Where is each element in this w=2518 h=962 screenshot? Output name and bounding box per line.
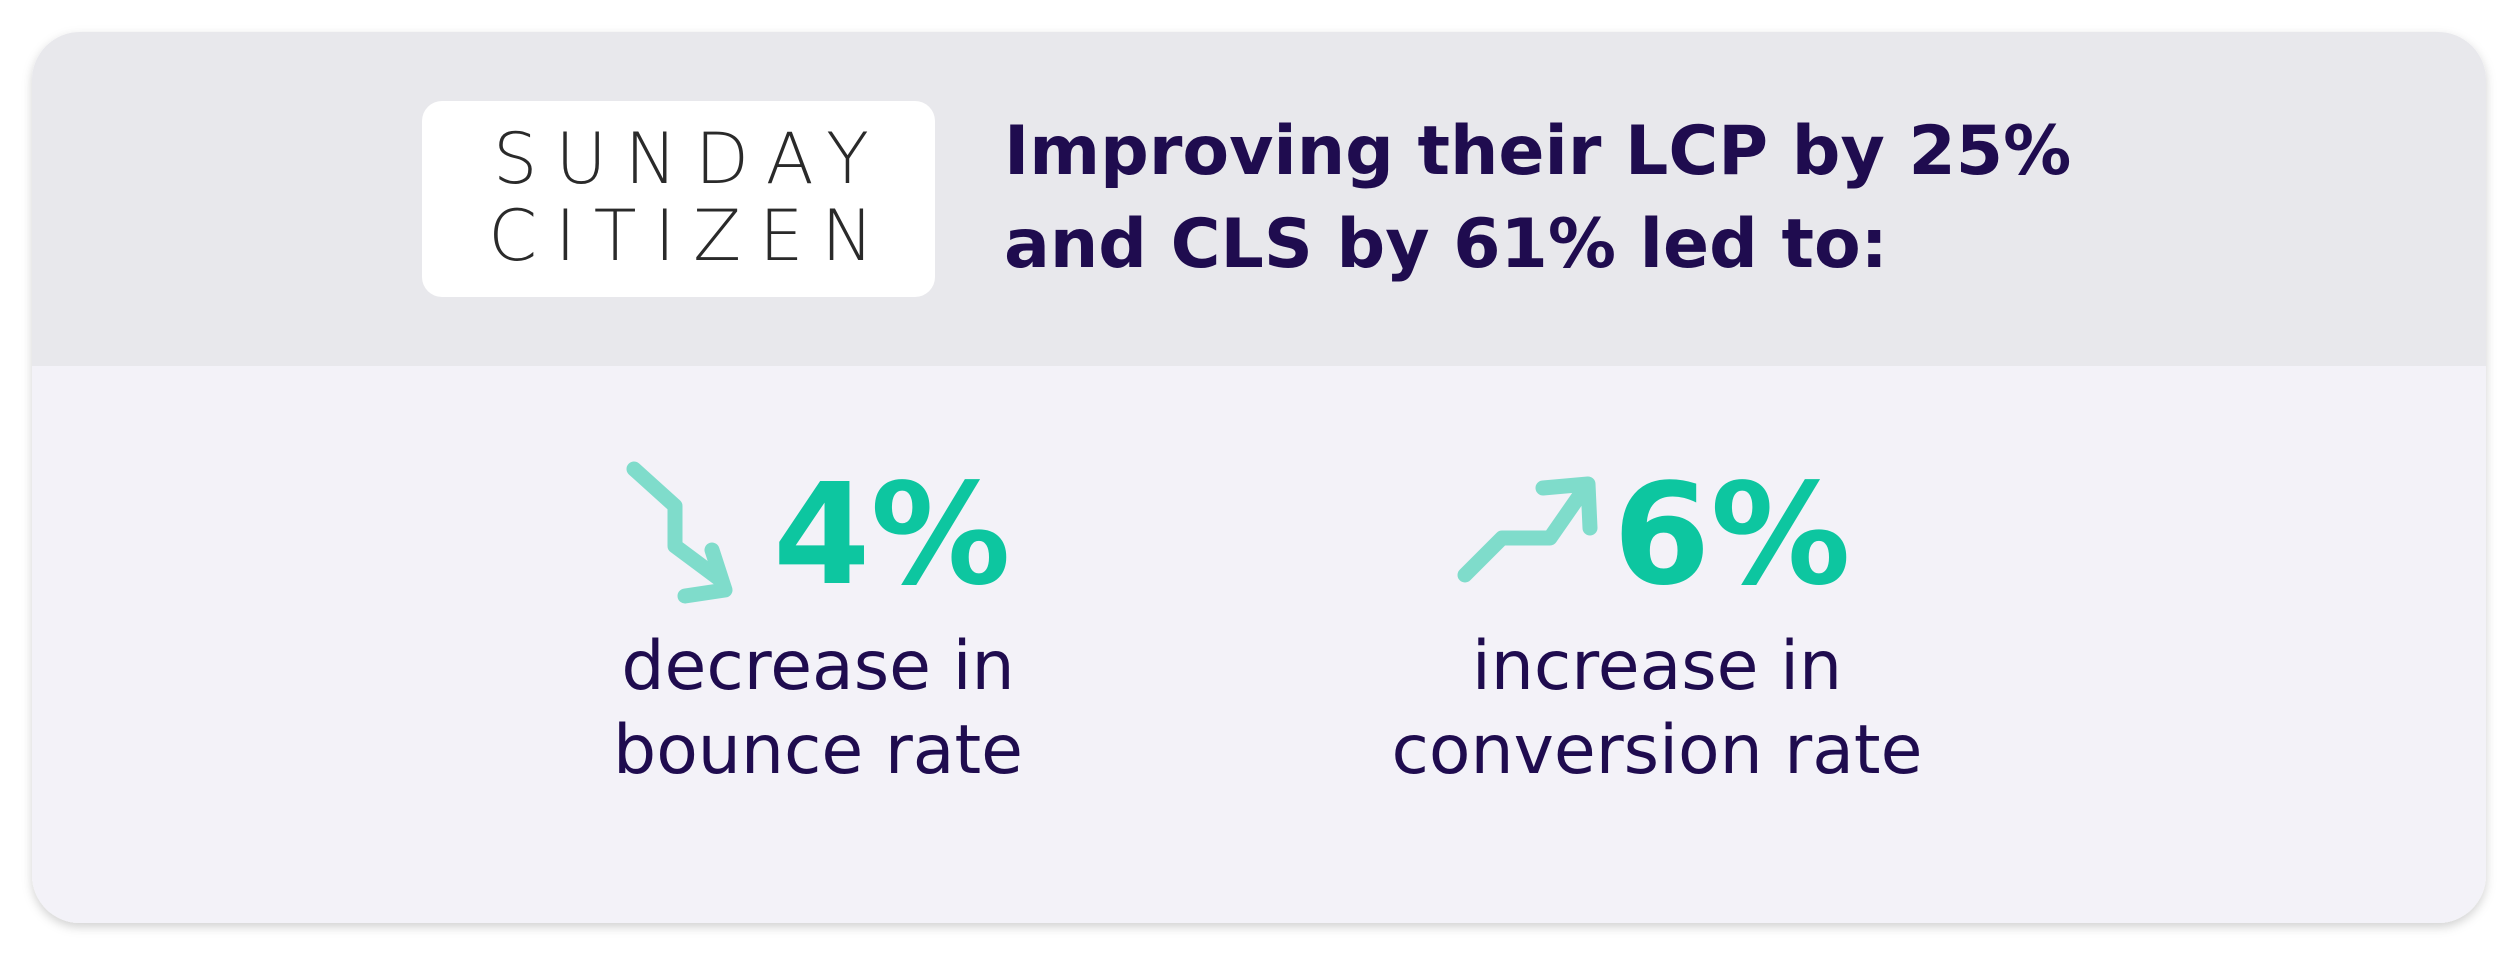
headline-line: and CLS by 61% led to: (1004, 205, 1888, 284)
headline-bold: CLS (1171, 205, 1313, 284)
headline-text: by 61% led to: (1313, 205, 1888, 284)
headline-text: and (1004, 205, 1171, 284)
stat-value: 6% (1613, 454, 1851, 617)
stat-label: bounce rate (613, 711, 1023, 790)
up-arrow (1457, 476, 1598, 583)
logo-line: SUNDAY (493, 118, 887, 200)
header-band (32, 32, 2486, 366)
headline: Improving their LCP by 25% and CLS by 61%… (1004, 112, 2071, 284)
headline-line: Improving their LCP by 25% (1004, 112, 2071, 191)
stat-label: decrease in (621, 627, 1014, 706)
stat-label: increase in (1472, 627, 1842, 706)
logo: SUNDAY CITIZEN (488, 118, 891, 277)
stat-label: conversion rate (1392, 711, 1923, 790)
logo-line: CITIZEN (488, 195, 891, 277)
stat-value: 4% (773, 454, 1011, 617)
headline-text: Improving their (1004, 112, 1625, 191)
headline-text: by 25% (1768, 112, 2071, 191)
logo-box (422, 101, 935, 297)
headline-bold: LCP (1625, 112, 1768, 191)
down-arrow (626, 461, 733, 604)
